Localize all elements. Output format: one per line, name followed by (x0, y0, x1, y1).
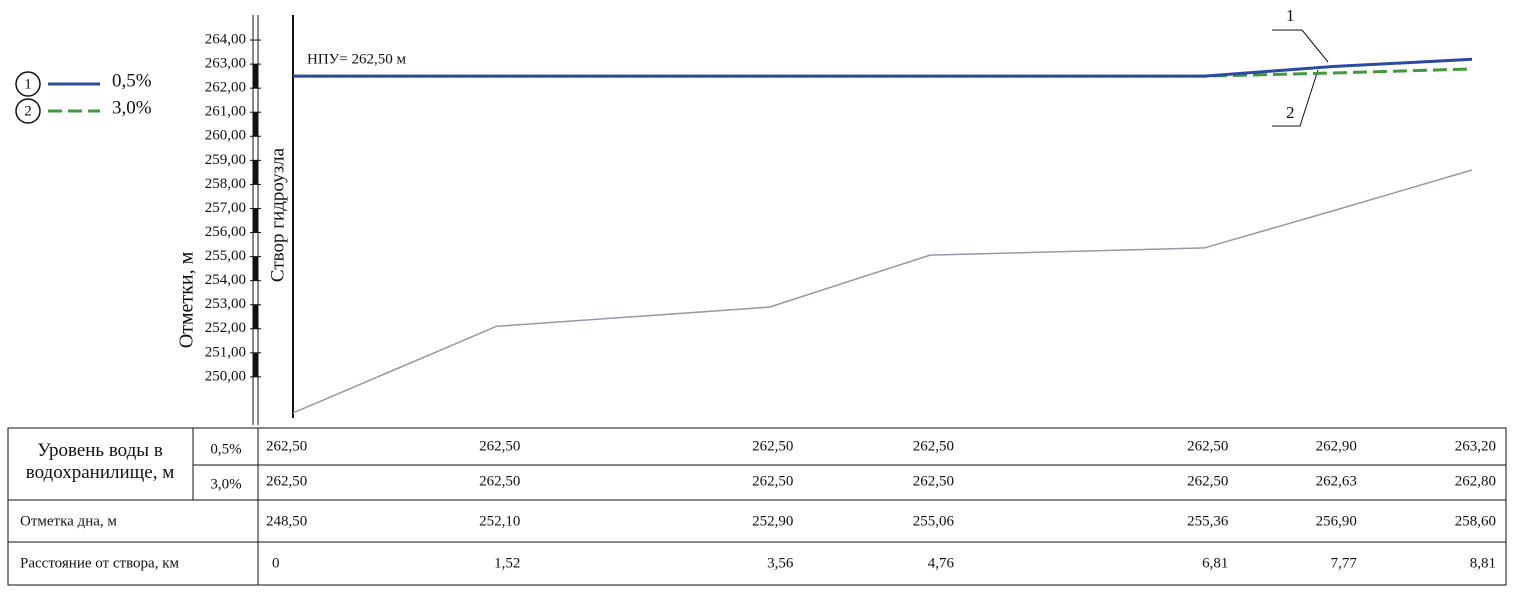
y-tick-label: 256,00 (205, 224, 246, 240)
axis-ruler-block (253, 352, 258, 377)
legend-badge-label: 2 (24, 103, 32, 119)
table-value: 262,50 (1187, 473, 1228, 489)
annotation: НПУ= 262,50 м (307, 51, 406, 67)
table-value: 3,56 (767, 555, 794, 571)
y-tick-label: 263,00 (205, 56, 246, 72)
table-value: 262,50 (1187, 438, 1228, 454)
axis-ruler-block (253, 160, 258, 185)
table-value: 1,52 (494, 555, 520, 571)
table-value: 262,50 (479, 473, 520, 489)
table-value: 0 (272, 555, 280, 571)
table-value: 252,90 (752, 513, 793, 529)
callout-leader (1272, 69, 1319, 127)
table-value: 262,50 (752, 473, 793, 489)
legend-badge-label: 1 (24, 76, 32, 92)
axis-ruler-block (253, 112, 258, 137)
table-value: 262,90 (1316, 438, 1357, 454)
table-value: 6,81 (1202, 555, 1228, 571)
callout: 1 (1286, 6, 1295, 25)
y-tick-label: 257,00 (205, 200, 246, 216)
axis-ruler-block (253, 304, 258, 329)
y-tick-label: 264,00 (205, 31, 246, 47)
y-tick-label: 255,00 (205, 248, 246, 264)
series-line (293, 57, 1473, 78)
legend-badge (15, 98, 41, 124)
series-line (292, 169, 1473, 414)
row-label: Отметка дна, м (20, 513, 117, 529)
table-value: 263,20 (1455, 438, 1496, 454)
y-tick-label: 259,00 (205, 152, 246, 168)
legend-label: 0,5% (112, 70, 152, 91)
legend-label: 3,0% (112, 97, 152, 118)
table-value: 262,50 (266, 438, 307, 454)
y-tick-label: 254,00 (205, 272, 246, 288)
table-value: 262,50 (913, 473, 954, 489)
table-value: 256,90 (1316, 513, 1357, 529)
row-label: 0,5% (210, 441, 241, 457)
y-tick-label: 253,00 (205, 296, 246, 312)
table-value: 7,77 (1331, 555, 1358, 571)
y-tick-label: 262,00 (205, 80, 246, 96)
axis-ruler-block (253, 208, 258, 233)
annotation: Створ гидроузла (267, 147, 288, 282)
y-axis-title: Отметки, м (176, 251, 198, 348)
table-value: 248,50 (266, 513, 307, 529)
table-value: 8,81 (1470, 555, 1496, 571)
callout: 2 (1286, 103, 1295, 122)
y-tick-label: 261,00 (205, 104, 246, 120)
table-value: 255,06 (913, 513, 955, 529)
legend-badge (15, 71, 41, 97)
table-value: 262,50 (479, 438, 520, 454)
table-value: 262,80 (1455, 473, 1496, 489)
table-value: 4,76 (928, 555, 955, 571)
y-tick-label: 251,00 (205, 344, 246, 360)
table-value: 262,50 (913, 438, 954, 454)
axis-ruler-block (253, 64, 258, 89)
row-label: 3,0% (210, 476, 241, 492)
table-value: 262,50 (752, 438, 793, 454)
y-tick-label: 252,00 (205, 320, 246, 336)
y-tick-label: 258,00 (205, 176, 246, 192)
axis-ruler-block (253, 256, 258, 281)
callout-leader (1272, 29, 1329, 63)
row-group-label: Уровень воды в водохранилище, м (25, 440, 175, 483)
table-border (7, 427, 1507, 586)
table-value: 262,50 (266, 473, 307, 489)
y-tick-label: 260,00 (205, 128, 246, 144)
row-label: Расстояние от створа, км (20, 555, 179, 571)
y-tick-label: 250,00 (205, 368, 246, 384)
table-value: 255,36 (1187, 513, 1229, 529)
table-value: 252,10 (479, 513, 520, 529)
table-value: 262,63 (1316, 473, 1357, 489)
table-value: 258,60 (1455, 513, 1496, 529)
